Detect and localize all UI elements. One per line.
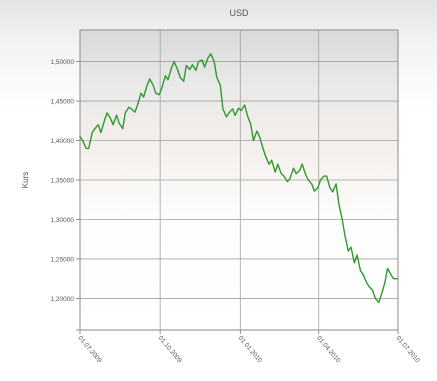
y-tick-label: 1,45000 [51,99,75,106]
usd-series-line [79,53,398,304]
x-tick-label: 01.01.2010 [237,335,264,365]
y-tick-label: 1,25000 [51,256,75,263]
y-tick-label: 1,30000 [51,217,75,224]
x-tick-label: 01.10.2009 [157,335,184,365]
chart-title: USD [229,8,249,18]
y-gridlines [76,61,398,331]
plot-frame [79,29,399,331]
x-tick-labels: 01.07.2009 01.10.2009 01.01.2010 01.04.2010… [76,335,421,365]
y-tick-label: 1,35000 [51,178,75,185]
y-tick-label: 1,50000 [51,59,75,66]
x-tick-label: 01.07.2009 [76,335,103,365]
y-tick-label: 1,40000 [51,138,75,145]
x-tick-label: 01.04.2010 [315,335,342,365]
y-axis-label: Kurs [21,172,30,188]
x-tick-label: 01.07.2010 [394,335,421,365]
y-tick-labels: 1,20000 1,25000 1,30000 1,35000 1,40000 1,450… [51,59,75,303]
y-tick-label: 1,20000 [51,296,75,303]
